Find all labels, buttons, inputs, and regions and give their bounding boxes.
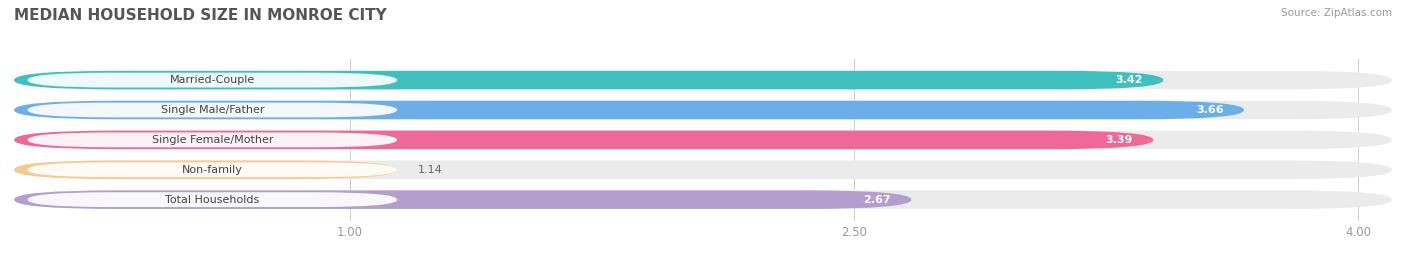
- FancyBboxPatch shape: [14, 161, 396, 179]
- FancyBboxPatch shape: [14, 190, 911, 209]
- FancyBboxPatch shape: [28, 132, 396, 147]
- FancyBboxPatch shape: [28, 73, 396, 87]
- FancyBboxPatch shape: [28, 192, 396, 207]
- Text: Total Households: Total Households: [166, 195, 260, 205]
- Text: Single Female/Mother: Single Female/Mother: [152, 135, 273, 145]
- FancyBboxPatch shape: [14, 190, 1392, 209]
- Text: MEDIAN HOUSEHOLD SIZE IN MONROE CITY: MEDIAN HOUSEHOLD SIZE IN MONROE CITY: [14, 8, 387, 23]
- FancyBboxPatch shape: [14, 71, 1392, 89]
- Text: 3.39: 3.39: [1105, 135, 1133, 145]
- Text: Source: ZipAtlas.com: Source: ZipAtlas.com: [1281, 8, 1392, 18]
- FancyBboxPatch shape: [14, 131, 1153, 149]
- Text: 1.14: 1.14: [418, 165, 441, 175]
- FancyBboxPatch shape: [28, 102, 396, 117]
- Text: 3.66: 3.66: [1197, 105, 1223, 115]
- FancyBboxPatch shape: [14, 161, 1392, 179]
- Text: 2.67: 2.67: [863, 195, 891, 205]
- FancyBboxPatch shape: [28, 162, 396, 177]
- Text: 3.42: 3.42: [1116, 75, 1143, 85]
- Text: Single Male/Father: Single Male/Father: [160, 105, 264, 115]
- FancyBboxPatch shape: [14, 101, 1392, 119]
- Text: Married-Couple: Married-Couple: [170, 75, 254, 85]
- FancyBboxPatch shape: [14, 71, 1163, 89]
- Text: Non-family: Non-family: [181, 165, 243, 175]
- FancyBboxPatch shape: [14, 131, 1392, 149]
- FancyBboxPatch shape: [14, 101, 1244, 119]
